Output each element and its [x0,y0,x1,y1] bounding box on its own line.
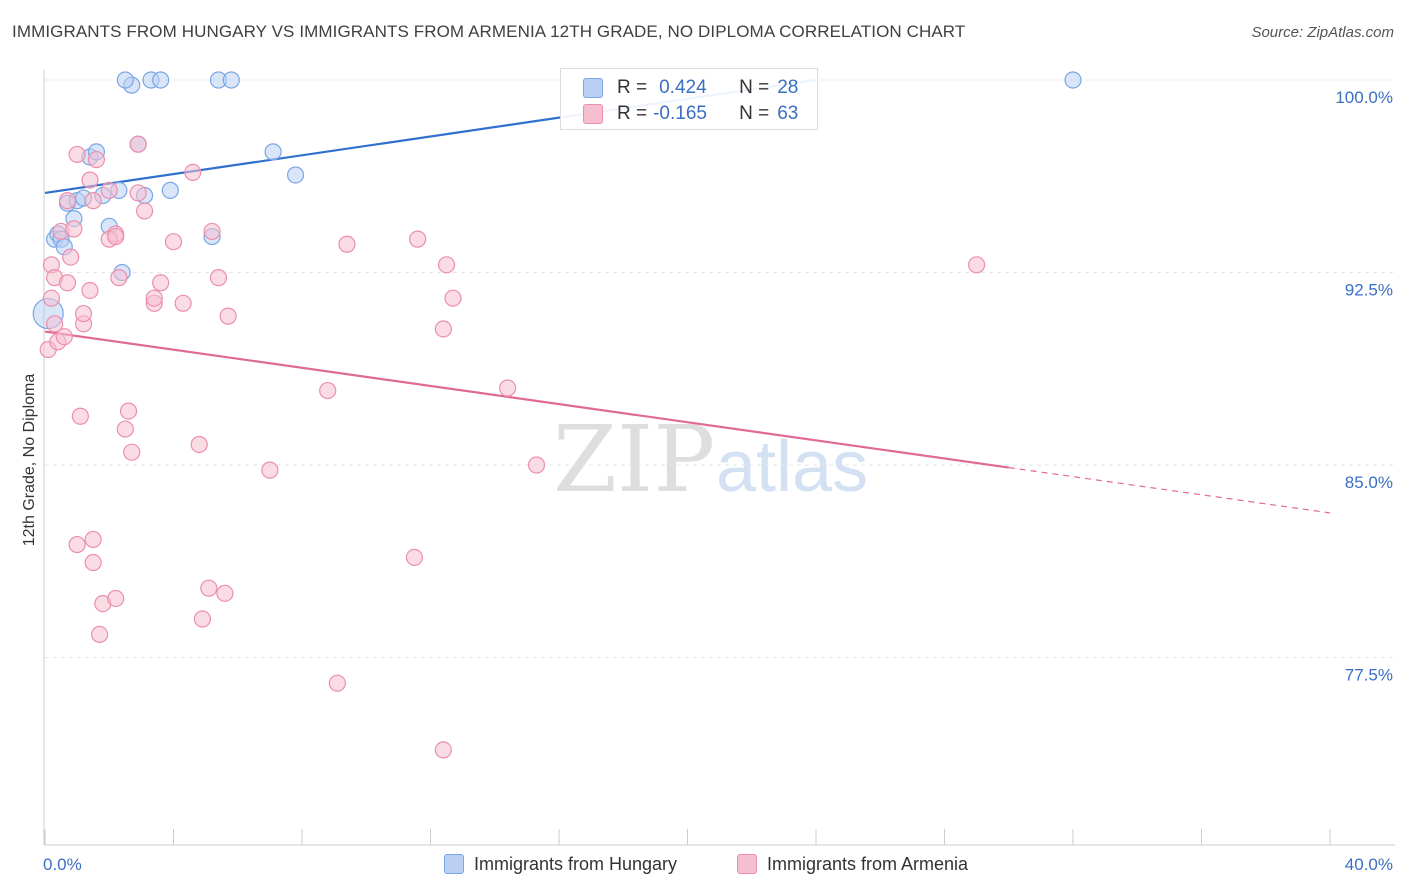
armenia-point [219,307,237,325]
trend-line-armenia-extension [1008,466,1331,514]
legend-item-armenia[interactable]: Immigrants from Armenia [737,852,968,876]
armenia-point [319,381,337,400]
stats-n-value: 28 [777,77,799,98]
stats-r-label: R = [617,103,648,124]
armenia-point [46,315,64,333]
stats-row-armenia: R = -0.165 N = 63 [583,102,798,126]
x-tick-label-right: 40.0% [1345,855,1393,874]
armenia-point [164,233,183,251]
armenia-point [968,256,986,274]
y-tick-label: 100.0% [1335,88,1393,107]
armenia-point [62,248,80,266]
armenia-point [203,222,221,241]
armenia-point [91,625,109,644]
stats-swatch-hungary [583,78,603,98]
trend-line-armenia [44,330,1009,469]
armenia-point [129,135,147,153]
armenia-point [190,435,208,454]
armenia-point [81,281,99,300]
armenia-point [84,192,102,210]
armenia-point [405,548,424,567]
armenia-point [107,589,125,608]
hungary-point [152,71,170,89]
stats-legend-box: R = 0.424 N = 28 R = -0.165 N = 63 [560,68,818,130]
stats-r-value: -0.165 [653,103,707,124]
armenia-point [81,171,99,189]
armenia-point [123,443,141,461]
armenia-point [87,150,106,169]
watermark-atlas: atlas [716,427,868,507]
armenia-point [145,289,163,307]
armenia-point [193,610,212,628]
gridlines [45,79,1395,658]
watermark: ZIP atlas [553,406,868,513]
y-tick-label: 77.5% [1345,666,1393,685]
armenia-point [338,235,356,253]
armenia-point [409,230,427,248]
armenia-point [129,184,147,202]
armenia-point [74,304,93,323]
armenia-point [437,256,456,274]
legend-label-armenia: Immigrants from Armenia [767,853,969,874]
armenia-point [328,674,346,692]
armenia-point [499,379,517,397]
armenia-point [174,294,192,312]
legend-swatch-hungary [444,854,464,874]
armenia-point [107,227,125,246]
chart-source: Source: ZipAtlas.com [1251,24,1394,41]
armenia-point [58,274,77,292]
y-tick-label: 85.0% [1345,473,1393,492]
armenia-point [42,289,61,307]
armenia-point [209,269,228,287]
stats-n-label: N = [739,77,770,98]
legend-label-hungary: Immigrants from Hungary [474,853,678,874]
armenia-point [84,553,102,572]
armenia-point [434,320,452,338]
armenia-point [68,535,86,554]
legend-item-hungary[interactable]: Immigrants from Hungary [444,852,677,876]
armenia-point [55,328,73,346]
armenia-point [200,579,218,597]
armenia-point [216,584,234,602]
y-tick-label: 92.5% [1345,281,1393,300]
armenia-point [434,741,452,759]
armenia-point [184,163,202,181]
armenia-point [65,220,83,238]
chart-title: IMMIGRANTS FROM HUNGARY VS IMMIGRANTS FR… [12,22,966,41]
stats-swatch-armenia [583,104,603,124]
armenia-point [58,192,77,210]
stats-n-value: 63 [777,103,799,124]
hungary-point [161,181,179,199]
stats-row-hungary: R = 0.424 N = 28 [583,76,798,100]
x-tick-label-left: 0.0% [43,855,82,874]
armenia-point [135,202,154,220]
hungary-point [116,71,134,89]
legend-swatch-armenia [737,854,757,874]
hungary-point [1064,71,1082,89]
axes [43,70,1395,846]
series-hungary-points [32,71,1082,330]
armenia-point [527,456,546,474]
series-armenia-points [39,135,986,759]
armenia-point [116,420,134,438]
stats-n-label: N = [739,103,770,124]
armenia-point [261,461,279,479]
armenia-point [444,289,462,307]
armenia-point [68,145,86,164]
armenia-point [71,407,89,425]
stats-r-label: R = [617,77,648,98]
armenia-point [84,530,102,549]
watermark-zip: ZIP [553,406,715,513]
hungary-point [264,143,282,161]
armenia-point [100,181,118,199]
hungary-point [222,71,240,89]
y-tick-labels: 100.0% 92.5% 85.0% 77.5% [1335,88,1393,685]
armenia-point [152,274,170,292]
stats-r-value: 0.424 [659,77,707,98]
armenia-point [119,402,138,420]
hungary-point [286,166,305,184]
armenia-point [110,269,128,287]
